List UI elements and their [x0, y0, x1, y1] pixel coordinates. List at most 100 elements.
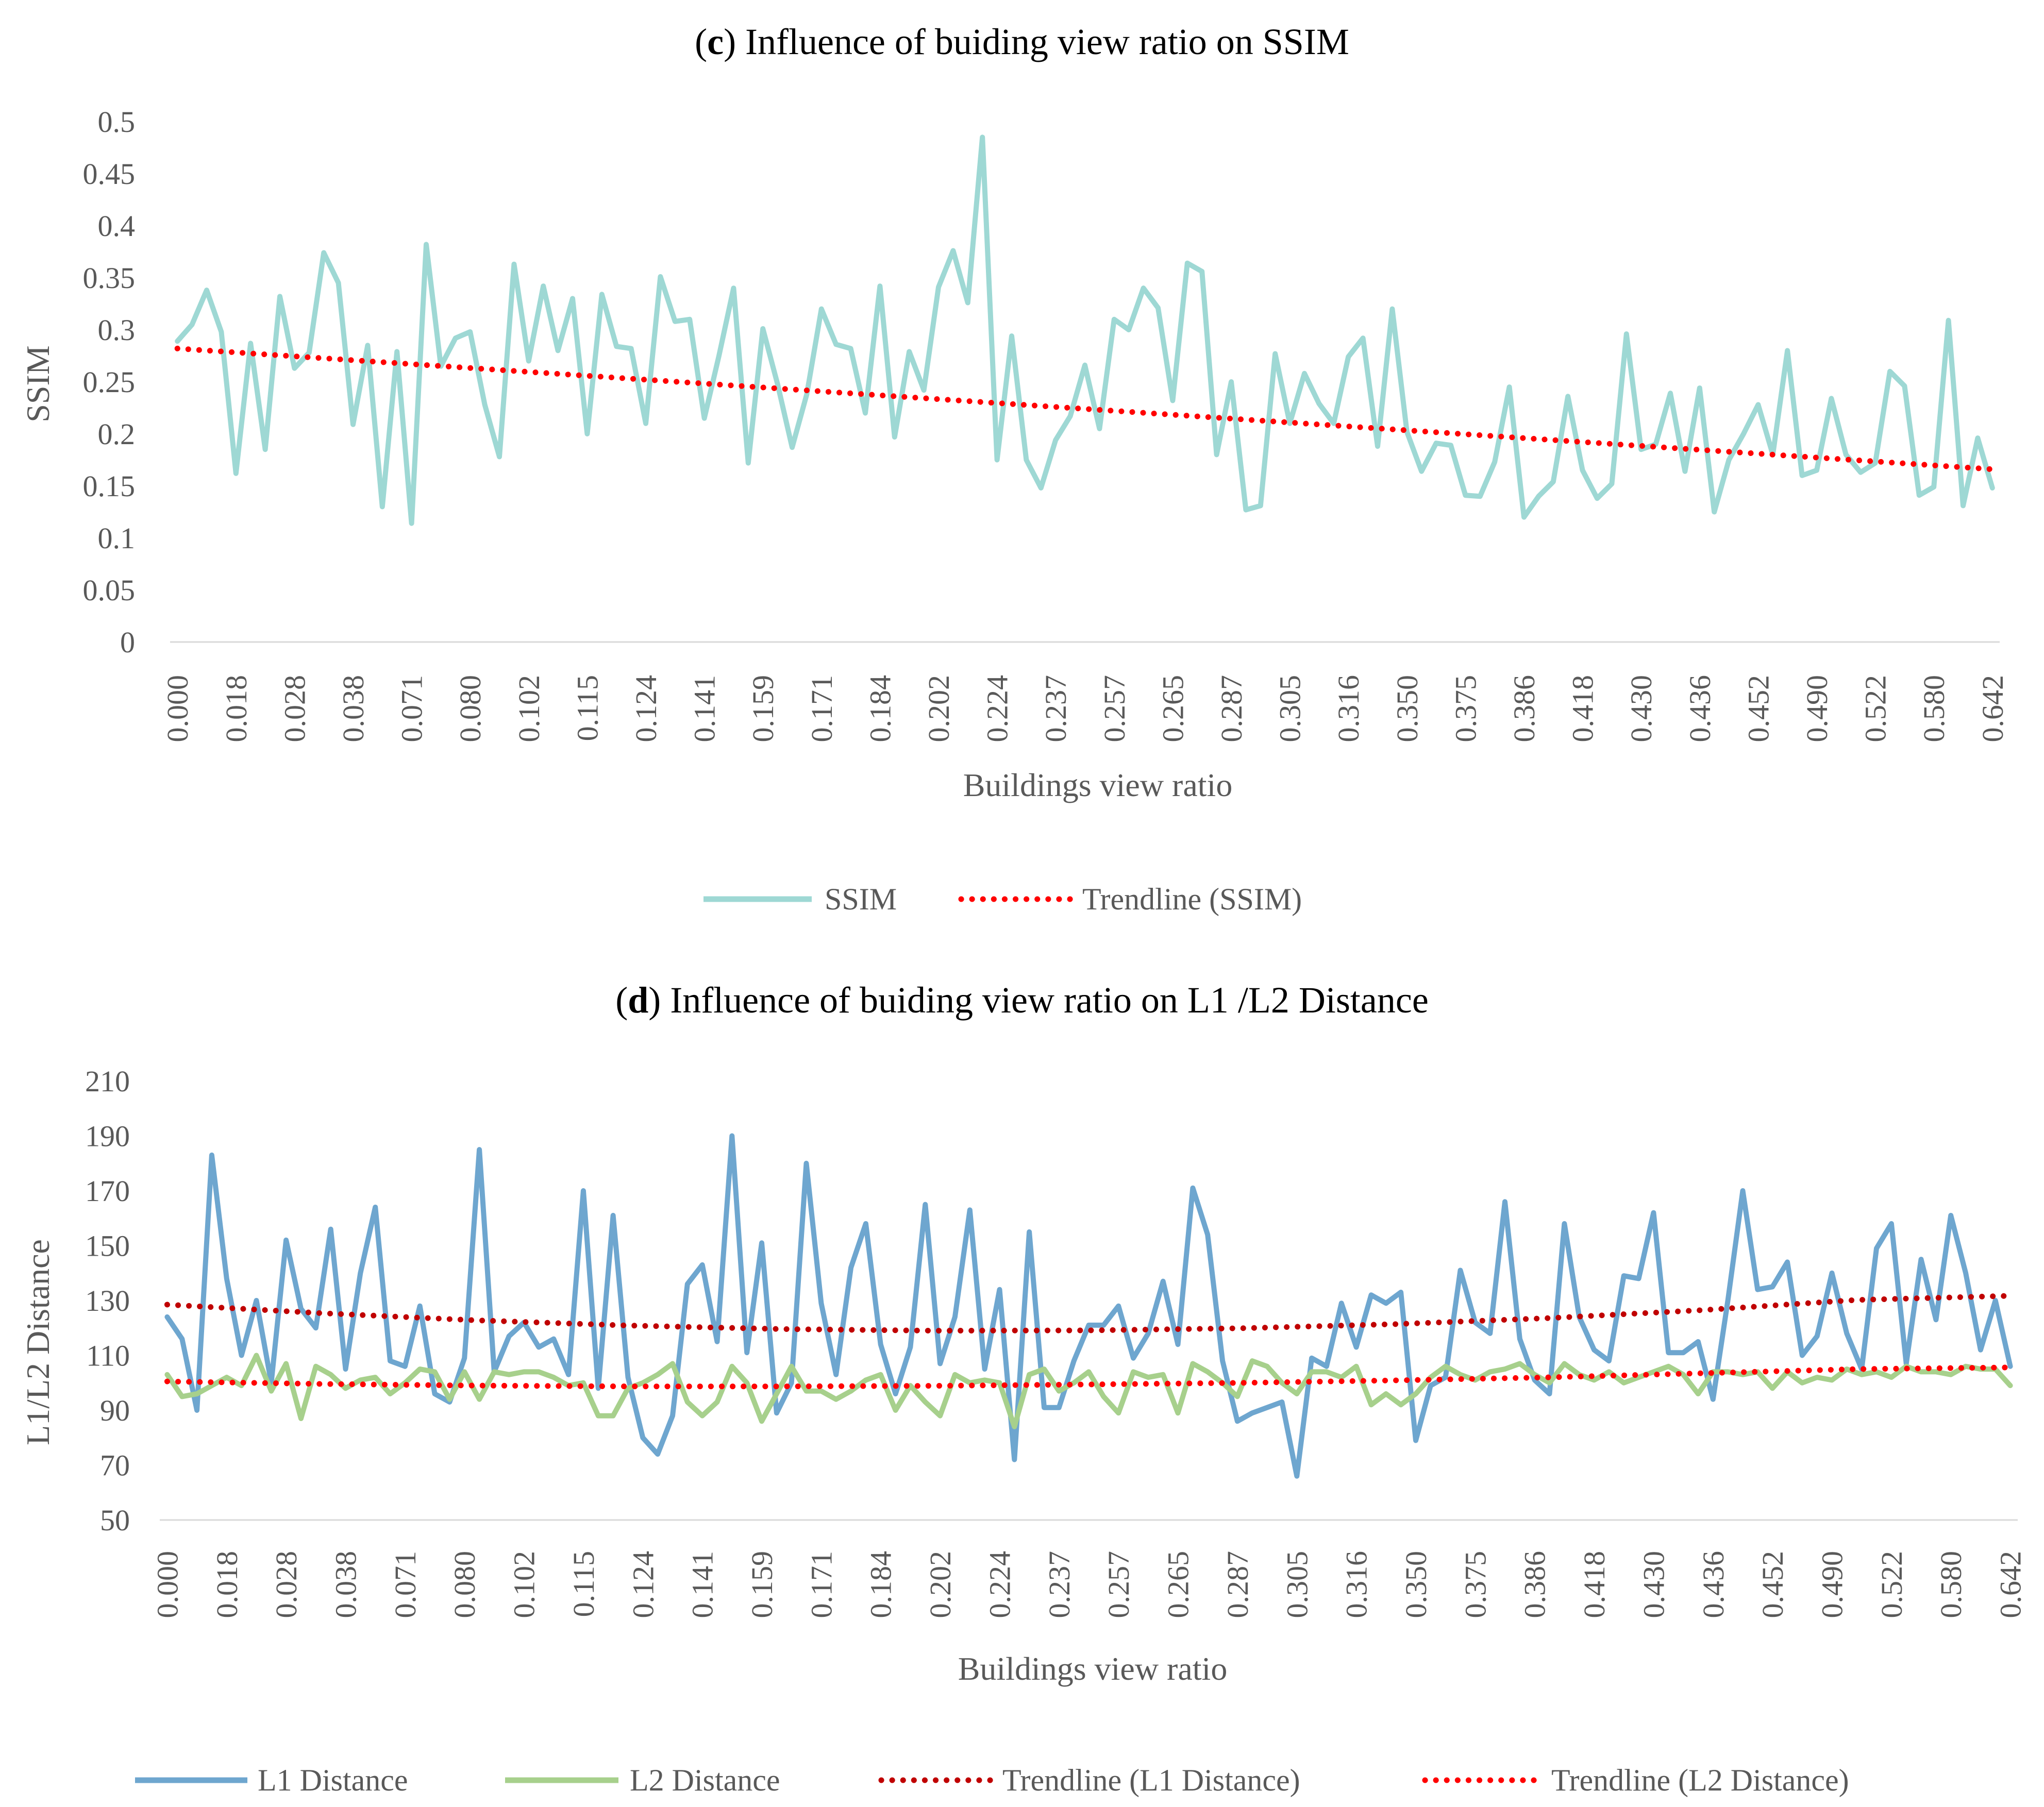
c-x-tick-label: 0.038	[337, 675, 370, 742]
ssim-chart: (c) Influence of buiding view ratio on S…	[20, 21, 2009, 916]
d-x-tick-label: 0.305	[1280, 1551, 1314, 1618]
d-x-tick-label: 0.124	[626, 1551, 660, 1618]
c-x-tick-label: 0.237	[1039, 675, 1073, 742]
d-x-tick-label: 0.580	[1934, 1551, 1968, 1618]
series-l1-distance	[164, 1133, 2013, 1479]
d-x-tick-label: 0.490	[1816, 1551, 1849, 1618]
c-x-tick-label: 0.436	[1683, 675, 1717, 742]
c-x-tick-label: 0.265	[1156, 675, 1189, 742]
series-trendline-l1-distance	[164, 1293, 2014, 1334]
c-x-tick-label: 0.287	[1215, 675, 1248, 742]
distance-series-group	[164, 1133, 2014, 1479]
d-x-tick-label: 0.018	[210, 1551, 244, 1618]
d-x-tick-label: 0.287	[1221, 1551, 1254, 1618]
legend-item-trendline-l2[interactable]: Trendline (L2 Distance)	[1422, 1763, 1849, 1797]
distance-x-axis-title: Buildings view ratio	[958, 1650, 1228, 1687]
d-y-tick-label: 70	[100, 1449, 130, 1482]
c-x-tick-label: 0.159	[746, 675, 780, 742]
c-x-tick-label: 0.184	[863, 675, 897, 742]
legend-item-ssim[interactable]: SSIM	[703, 882, 897, 916]
c-x-tick-label: 0.642	[1976, 675, 2009, 742]
d-x-tick-label: 0.115	[567, 1551, 600, 1617]
d-x-tick-label: 0.452	[1756, 1551, 1789, 1618]
d-x-tick-label: 0.102	[508, 1551, 541, 1618]
c-x-tick-label: 0.452	[1741, 675, 1775, 742]
distance-chart-title: (d) Influence of buiding view ratio on L…	[615, 980, 1429, 1021]
distance-x-axis: 0.000 0.018 0.028 0.038 0.071 0.080 0.102 0.115…	[150, 1551, 2027, 1618]
distance-legend: L1 Distance L2 Distance Trendline (L1 Di…	[135, 1763, 1849, 1797]
d-x-tick-label: 0.171	[805, 1551, 838, 1618]
c-y-tick-label: 0.5	[98, 105, 136, 139]
c-x-tick-label: 0.375	[1449, 675, 1482, 742]
c-x-tick-label: 0.305	[1274, 675, 1307, 742]
legend-item-trendline-ssim[interactable]: Trendline (SSIM)	[958, 882, 1302, 916]
c-x-tick-label: 0.316	[1332, 675, 1365, 742]
d-x-tick-label: 0.265	[1162, 1551, 1195, 1618]
c-x-tick-label: 0.580	[1917, 675, 1951, 742]
d-x-tick-label: 0.038	[329, 1551, 363, 1618]
c-x-tick-label: 0.115	[571, 675, 604, 741]
d-x-tick-label: 0.237	[1043, 1551, 1076, 1618]
c-x-tick-label: 0.171	[805, 675, 839, 742]
c-y-tick-label: 0.3	[98, 313, 136, 347]
c-y-tick-label: 0.05	[83, 573, 136, 607]
c-y-tick-label: 0.2	[98, 417, 136, 451]
c-x-tick-label: 0.141	[688, 675, 722, 742]
c-x-tick-label: 0.124	[629, 675, 663, 742]
c-y-tick-label: 0.15	[83, 469, 136, 503]
d-x-tick-label: 0.080	[448, 1551, 481, 1618]
d-x-tick-label: 0.350	[1399, 1551, 1433, 1618]
d-x-tick-label: 0.316	[1340, 1551, 1373, 1618]
distance-y-axis-title: L1/L2 Distance	[20, 1239, 56, 1445]
d-x-tick-label: 0.257	[1102, 1551, 1135, 1618]
d-y-tick-label: 170	[85, 1174, 130, 1208]
c-y-tick-label: 0.4	[98, 209, 136, 243]
d-x-tick-label: 0.418	[1578, 1551, 1611, 1618]
d-y-tick-label: 110	[86, 1339, 130, 1373]
c-y-tick-label: 0.35	[83, 261, 136, 295]
d-y-tick-label: 150	[85, 1229, 130, 1263]
c-x-tick-label: 0.018	[220, 675, 253, 742]
c-x-tick-label: 0.080	[454, 675, 487, 742]
c-x-tick-label: 0.522	[1859, 675, 1892, 742]
ssim-y-axis-title: SSIM	[20, 345, 56, 422]
legend-item-l2[interactable]: L2 Distance	[505, 1763, 780, 1797]
ssim-x-axis: 0.000 0.018 0.028 0.038 0.071 0.080 0.102 0.115…	[161, 675, 2009, 742]
ssim-series-group	[174, 134, 1996, 526]
d-x-tick-label: 0.224	[983, 1551, 1016, 1618]
c-x-tick-label: 0.257	[1098, 675, 1131, 742]
series-trendline-ssim	[174, 345, 1996, 472]
c-x-tick-label: 0.071	[395, 675, 429, 742]
d-x-tick-label: 0.386	[1518, 1551, 1552, 1618]
d-x-tick-label: 0.642	[1994, 1551, 2028, 1618]
d-y-tick-label: 190	[85, 1120, 130, 1153]
d-x-tick-label: 0.184	[864, 1551, 898, 1618]
c-x-tick-label: 0.430	[1624, 675, 1658, 742]
c-x-tick-label: 0.102	[512, 675, 546, 742]
series-l2-distance	[164, 1353, 2013, 1429]
d-x-tick-label: 0.071	[389, 1551, 422, 1618]
d-x-tick-label: 0.375	[1459, 1551, 1492, 1618]
c-x-tick-label: 0.386	[1507, 675, 1541, 742]
c-y-tick-label: 0	[120, 626, 135, 659]
ssim-legend: SSIM Trendline (SSIM)	[703, 882, 1302, 916]
legend-item-l1[interactable]: L1 Distance	[135, 1763, 408, 1797]
c-y-tick-label: 0.1	[98, 521, 136, 555]
d-x-tick-label: 0.436	[1697, 1551, 1730, 1618]
c-x-tick-label: 0.202	[922, 675, 956, 742]
d-x-tick-label: 0.202	[924, 1551, 957, 1618]
ssim-x-axis-title: Buildings view ratio	[963, 767, 1233, 803]
legend-label-trendline-ssim: Trendline (SSIM)	[1082, 882, 1302, 916]
legend-label-l2: L2 Distance	[630, 1763, 780, 1797]
d-x-tick-label: 0.028	[270, 1551, 303, 1618]
legend-item-trendline-l1[interactable]: Trendline (L1 Distance)	[878, 1763, 1300, 1797]
series-trendline-l2-distance	[164, 1364, 2014, 1390]
c-x-tick-label: 0.224	[981, 675, 1014, 742]
ssim-chart-title: (c) Influence of buiding view ratio on S…	[695, 21, 1349, 62]
legend-label-trendline-l2: Trendline (L2 Distance)	[1551, 1763, 1849, 1797]
d-y-tick-label: 210	[85, 1065, 130, 1098]
c-x-tick-label: 0.000	[161, 675, 194, 742]
c-x-tick-label: 0.350	[1390, 675, 1424, 742]
